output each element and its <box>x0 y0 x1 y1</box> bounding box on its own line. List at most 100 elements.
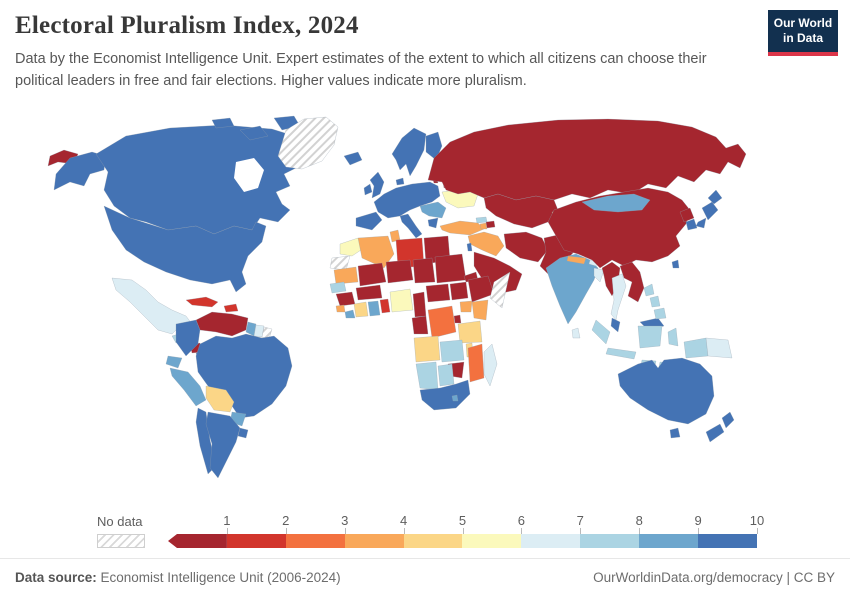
country-guinea[interactable] <box>335 291 356 307</box>
country-bangladesh[interactable] <box>593 267 605 283</box>
country-uruguay[interactable] <box>237 427 249 439</box>
country-togo-benin[interactable] <box>379 298 391 314</box>
country-south-sudan[interactable] <box>449 281 469 301</box>
country-denmark[interactable] <box>395 177 405 186</box>
country-usa[interactable] <box>103 205 267 293</box>
country-ecuador[interactable] <box>165 355 183 369</box>
country-indonesia-kalimantan[interactable] <box>637 325 663 349</box>
country-niger[interactable] <box>385 259 414 284</box>
legend-segment[interactable] <box>639 534 699 548</box>
country-taiwan[interactable] <box>671 259 680 269</box>
country-peru[interactable] <box>169 367 207 407</box>
country-australia[interactable] <box>617 357 715 425</box>
country-western-sahara[interactable] <box>329 255 351 271</box>
country-canada-arctic-3[interactable] <box>211 117 235 129</box>
country-alaska-usa[interactable] <box>53 151 107 191</box>
country-iberia[interactable] <box>355 211 383 231</box>
country-papua-new-guinea[interactable] <box>705 337 733 359</box>
country-ghana[interactable] <box>367 300 381 317</box>
country-south-korea[interactable] <box>685 218 698 231</box>
country-nepal[interactable] <box>566 255 587 265</box>
owid-logo[interactable]: Our World in Data <box>768 10 838 56</box>
country-gabon-congo[interactable] <box>411 315 429 335</box>
country-botswana[interactable] <box>437 363 455 387</box>
country-indochina[interactable] <box>619 261 645 303</box>
legend-segment[interactable] <box>403 534 463 548</box>
country-uk[interactable] <box>369 171 385 199</box>
legend-segment[interactable] <box>168 534 227 548</box>
country-angola[interactable] <box>413 335 441 363</box>
country-indonesia-sulawesi[interactable] <box>667 327 679 347</box>
country-azerbaijan[interactable] <box>485 220 496 229</box>
country-israel[interactable] <box>466 242 473 252</box>
country-kenya[interactable] <box>471 299 489 321</box>
country-armenia[interactable] <box>479 222 488 230</box>
country-iran[interactable] <box>503 231 549 263</box>
country-hispaniola[interactable] <box>223 303 239 313</box>
country-ireland[interactable] <box>363 183 373 196</box>
country-sudan[interactable] <box>434 253 467 284</box>
country-georgia[interactable] <box>475 216 488 224</box>
country-car[interactable] <box>425 283 451 303</box>
country-philippines-luzon[interactable] <box>643 283 655 297</box>
country-turkey[interactable] <box>439 220 485 236</box>
country-colombia[interactable] <box>175 319 201 357</box>
country-brazil[interactable] <box>195 333 293 419</box>
country-chad[interactable] <box>412 257 436 284</box>
country-cameroon[interactable] <box>412 291 427 318</box>
country-norway-sweden[interactable] <box>391 127 427 177</box>
country-central-asia[interactable] <box>483 193 559 229</box>
country-malaysia[interactable] <box>610 317 621 333</box>
country-drc[interactable] <box>427 305 457 339</box>
legend-segment[interactable] <box>698 534 757 548</box>
country-japan-main[interactable] <box>701 201 719 221</box>
country-china[interactable] <box>547 187 691 269</box>
country-india[interactable] <box>545 253 599 325</box>
country-mozambique[interactable] <box>467 343 485 383</box>
country-north-korea[interactable] <box>679 207 695 223</box>
country-namibia[interactable] <box>415 361 439 391</box>
country-thailand[interactable] <box>610 273 627 321</box>
country-italy[interactable] <box>399 213 423 239</box>
country-madagascar[interactable] <box>483 343 498 387</box>
legend-segment[interactable] <box>344 534 404 548</box>
country-balkans[interactable] <box>419 201 447 219</box>
country-mongolia[interactable] <box>581 193 651 213</box>
country-canada[interactable] <box>95 124 309 235</box>
country-rwanda-burundi[interactable] <box>453 314 462 324</box>
country-mauritania[interactable] <box>333 266 359 285</box>
country-zambia[interactable] <box>439 339 465 363</box>
country-philippines-mindanao[interactable] <box>653 307 667 320</box>
country-argentina[interactable] <box>205 411 241 479</box>
country-venezuela[interactable] <box>195 311 249 337</box>
country-liberia[interactable] <box>344 309 356 319</box>
country-canada-arctic-1[interactable] <box>239 125 269 141</box>
country-new-zealand-north[interactable] <box>721 411 735 429</box>
country-morocco[interactable] <box>339 237 365 257</box>
country-russia[interactable] <box>427 118 747 201</box>
country-new-zealand-south[interactable] <box>705 423 725 443</box>
legend-segment[interactable] <box>580 534 640 548</box>
country-burkina-faso[interactable] <box>355 284 383 301</box>
country-greenland[interactable] <box>277 116 339 170</box>
legend-segment[interactable] <box>521 534 581 548</box>
country-cote-divoire[interactable] <box>353 301 369 318</box>
country-western-europe[interactable] <box>373 181 441 219</box>
country-tanzania[interactable] <box>457 320 483 344</box>
country-uganda[interactable] <box>459 300 473 313</box>
country-japan-south[interactable] <box>695 217 707 229</box>
country-somalia[interactable] <box>489 271 511 309</box>
country-iceland[interactable] <box>343 151 363 166</box>
country-philippines-visayas[interactable] <box>649 295 661 308</box>
footer-link[interactable]: OurWorldinData.org/democracy | CC BY <box>593 570 835 585</box>
legend-segment[interactable] <box>462 534 522 548</box>
country-mali[interactable] <box>357 262 387 287</box>
country-indonesia-java[interactable] <box>605 347 637 360</box>
legend-segment[interactable] <box>226 534 286 548</box>
country-west-papua[interactable] <box>683 337 709 359</box>
country-bolivia[interactable] <box>205 385 235 413</box>
country-cuba[interactable] <box>185 296 219 308</box>
country-tasmania[interactable] <box>669 427 681 439</box>
country-japan-north[interactable] <box>707 189 723 205</box>
country-nigeria[interactable] <box>389 288 414 313</box>
